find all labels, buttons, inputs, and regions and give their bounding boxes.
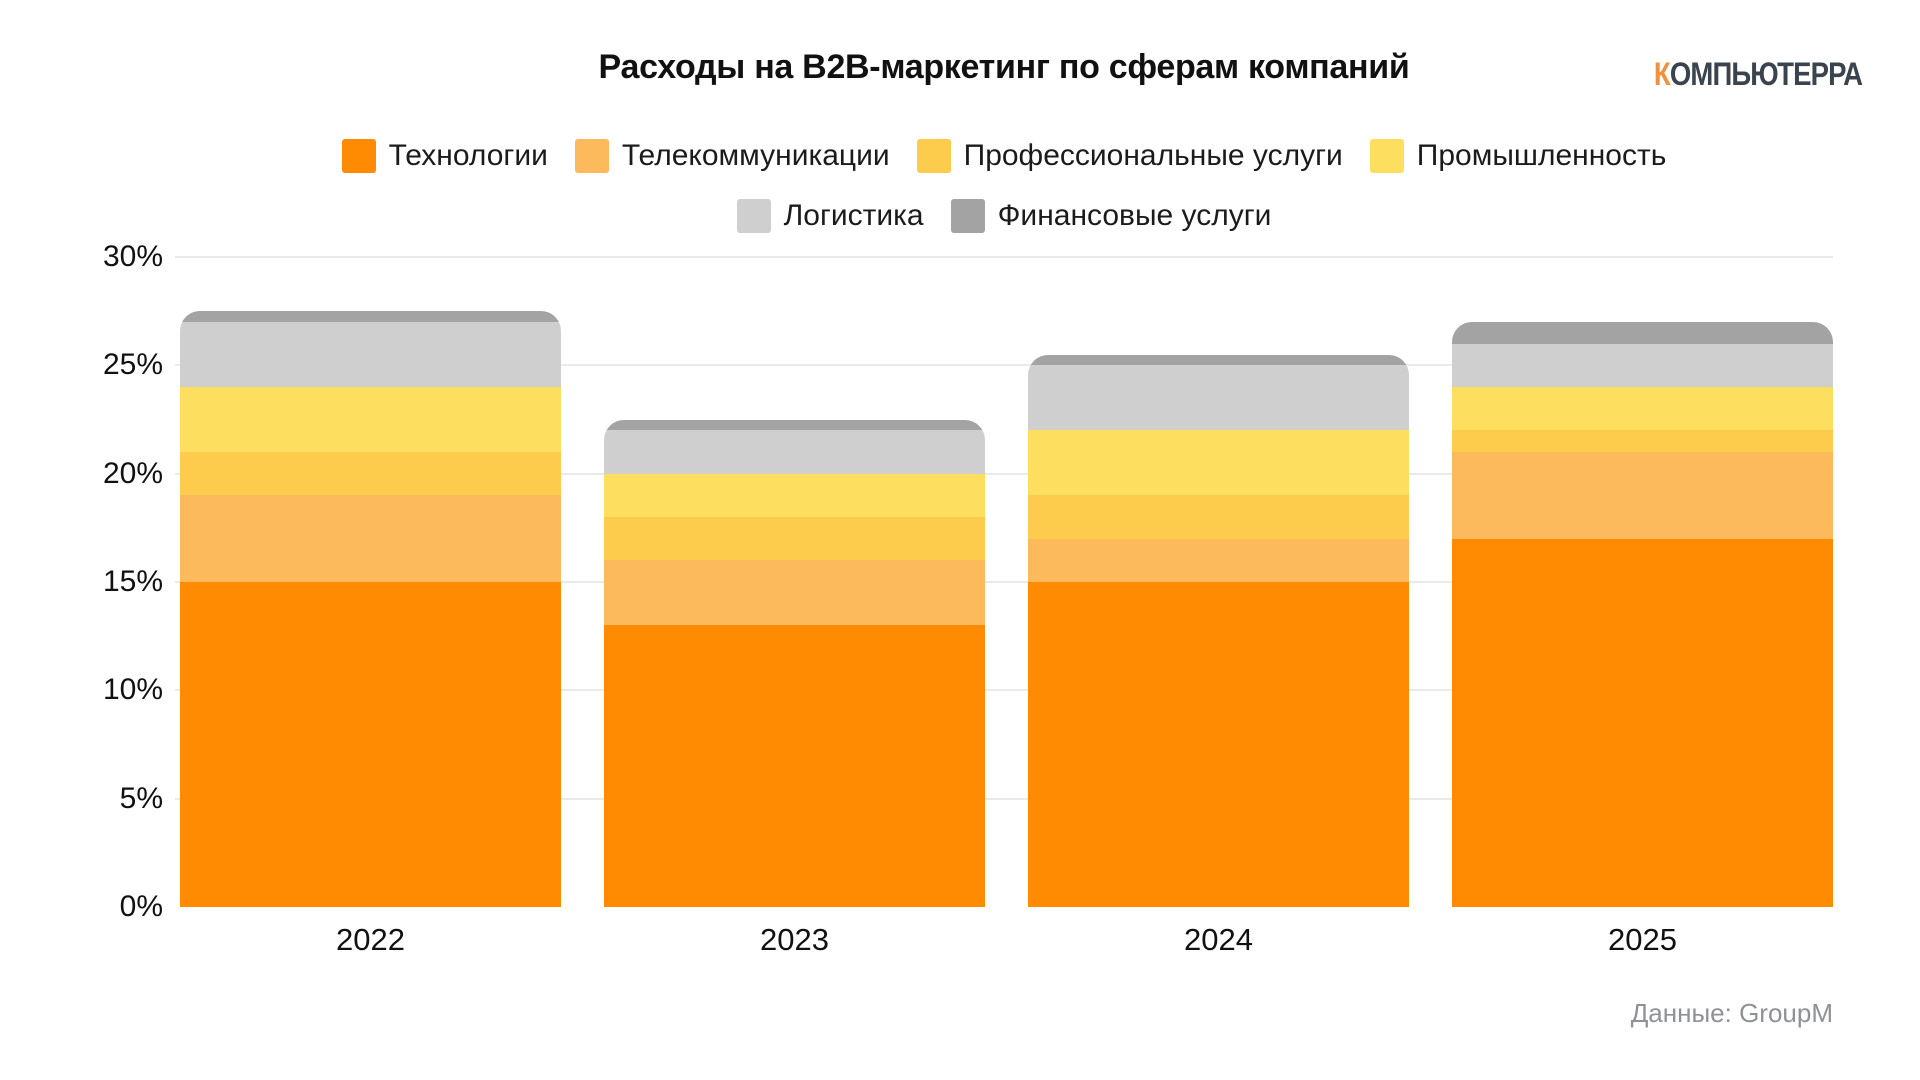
y-tick-label: 5%: [119, 781, 163, 815]
bar-segment: [1452, 430, 1833, 453]
bar-segment: [1452, 343, 1833, 388]
bar-segment: [604, 473, 985, 518]
x-axis: 2022 2023 2024 2025: [175, 922, 1833, 972]
bar-segment: [1028, 430, 1409, 496]
gridline: [175, 472, 1833, 475]
legend-swatch-icon: [1369, 139, 1404, 173]
bar-segment: [180, 322, 561, 388]
bar-segment: [1028, 582, 1409, 907]
bar-segment: [180, 387, 561, 453]
bar-segment: [604, 560, 985, 626]
gridline: [175, 256, 1833, 258]
bar-2022: [180, 311, 561, 907]
logo-first-letter: К: [1653, 56, 1671, 92]
y-tick-label: 0%: [119, 890, 163, 923]
gridline: [175, 689, 1833, 692]
legend-item: Промышленность: [1369, 139, 1667, 173]
gridline: [175, 364, 1833, 367]
bar-2025: [1452, 322, 1833, 907]
legend-label: Профессиональные услуги: [963, 139, 1343, 172]
bar-segment: [1028, 354, 1409, 366]
legend-row: Технологии Телекоммуникации Профессиональн…: [341, 139, 1667, 173]
bar-segment: [1452, 538, 1833, 907]
komputerra-logo: КОМПЬЮТЕРРА: [1653, 56, 1863, 93]
legend-label: Технологии: [388, 139, 548, 172]
bar-segment: [180, 582, 561, 907]
y-tick-label: 15%: [102, 565, 163, 598]
bar-2024: [1028, 354, 1409, 907]
legend-item: Финансовые услуги: [950, 199, 1272, 233]
bar-segment: [604, 419, 985, 431]
chart-title: Расходы на B2B-маркетинг по сферам компа…: [598, 48, 1410, 86]
gridline: [175, 581, 1833, 583]
x-tick-label: 2023: [760, 922, 829, 957]
bar-segment: [604, 430, 985, 474]
bar-segment: [180, 452, 561, 496]
y-tick-label: 25%: [102, 348, 163, 382]
gridline: [175, 797, 1833, 800]
bar-segment: [180, 311, 561, 323]
bar-2023: [604, 419, 985, 907]
bar-segment: [604, 625, 985, 907]
bar-segment: [1452, 322, 1833, 344]
source-credit: Данные: GroupM: [1630, 998, 1833, 1028]
bar-segment: [1028, 365, 1409, 431]
bar-segment: [1452, 387, 1833, 431]
x-tick-label: 2022: [336, 922, 405, 957]
bar-segment: [604, 517, 985, 561]
legend: Технологии Телекоммуникации Профессиональн…: [175, 139, 1833, 233]
legend-item: Логистика: [736, 199, 924, 233]
legend-swatch-icon: [574, 139, 609, 173]
legend-label: Финансовые услуги: [997, 199, 1272, 232]
plot-area: [175, 256, 1833, 907]
legend-swatch-icon: [950, 199, 985, 233]
legend-swatch-icon: [341, 139, 376, 173]
legend-swatch-icon: [916, 139, 951, 173]
bar-segment: [1028, 538, 1409, 582]
x-tick-label: 2025: [1608, 922, 1677, 957]
legend-swatch-icon: [736, 199, 771, 233]
legend-label: Телекоммуникации: [621, 139, 890, 172]
y-tick-label: 30%: [102, 240, 163, 273]
y-tick-label: 20%: [102, 456, 163, 490]
bar-segment: [180, 495, 561, 582]
legend-item: Технологии: [341, 139, 548, 173]
y-tick-label: 10%: [102, 673, 163, 707]
legend-item: Профессиональные услуги: [916, 139, 1343, 173]
legend-row: Логистика Финансовые услуги: [736, 199, 1272, 233]
bar-segment: [1028, 495, 1409, 539]
bar-segment: [1452, 452, 1833, 539]
x-tick-label: 2024: [1184, 922, 1253, 957]
legend-label: Промышленность: [1416, 139, 1667, 172]
logo-rest: ОМПЬЮТЕРРА: [1669, 56, 1863, 92]
legend-label: Логистика: [783, 199, 924, 232]
legend-item: Телекоммуникации: [574, 139, 890, 173]
